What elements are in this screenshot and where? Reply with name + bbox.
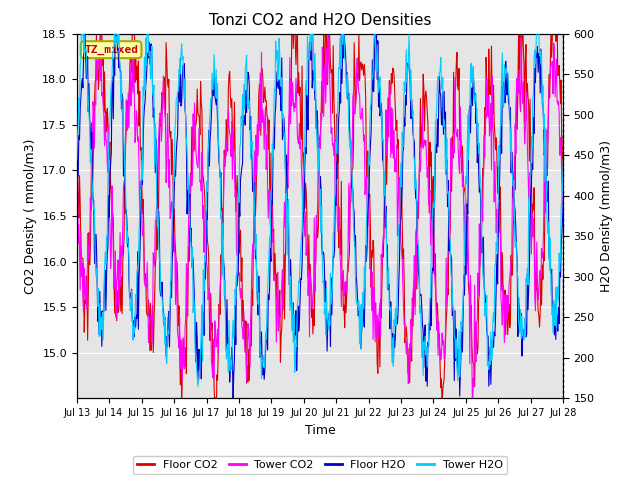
Tower H2O [208,70,216,76]
Legend: Floor CO2, Tower CO2, Floor H2O, Tower H2O: Floor CO2, Tower CO2, Floor H2O, Tower H… [133,456,507,474]
Tower H2O [132,291,140,297]
Tower H2O [194,384,202,389]
Floor CO2 [212,434,220,440]
X-axis label: Time: Time [305,424,335,437]
Y-axis label: H2O Density (mmol/m3): H2O Density (mmol/m3) [600,140,613,292]
Floor H2O [207,110,215,116]
Tower CO2 [182,315,189,321]
Floor H2O [229,398,237,404]
Tower CO2 [468,412,476,418]
Floor H2O [73,201,81,206]
Floor CO2 [394,137,402,143]
Line: Tower H2O: Tower H2O [77,14,563,386]
Tower CO2 [207,358,215,364]
Floor CO2 [132,45,140,51]
Tower H2O [73,157,81,163]
Tower CO2 [97,28,105,34]
Floor H2O [132,312,140,318]
Tower CO2 [82,298,90,303]
Floor CO2 [82,300,90,306]
Floor CO2 [181,362,189,368]
Tower CO2 [394,233,401,239]
Tower H2O [380,192,388,198]
Tower H2O [394,235,402,241]
Floor H2O [559,198,567,204]
Tower H2O [559,156,567,162]
Floor H2O [394,307,402,312]
Floor CO2 [380,228,388,234]
Line: Tower CO2: Tower CO2 [77,31,563,415]
Floor CO2 [73,162,81,168]
Tower H2O [144,12,152,17]
Floor H2O [113,15,120,21]
Tower CO2 [132,108,140,114]
Tower CO2 [380,234,387,240]
Line: Floor CO2: Floor CO2 [77,0,563,437]
Floor CO2 [559,133,567,139]
Floor CO2 [207,290,214,296]
Floor H2O [82,52,90,58]
Y-axis label: CO2 Density ( mmol/m3): CO2 Density ( mmol/m3) [24,138,36,294]
Floor H2O [380,178,388,183]
Tower CO2 [73,215,81,221]
Floor H2O [182,113,189,119]
Text: TZ_mixed: TZ_mixed [84,45,138,55]
Tower CO2 [559,164,567,170]
Tower H2O [182,129,189,135]
Title: Tonzi CO2 and H2O Densities: Tonzi CO2 and H2O Densities [209,13,431,28]
Tower H2O [82,47,90,52]
Line: Floor H2O: Floor H2O [77,18,563,401]
